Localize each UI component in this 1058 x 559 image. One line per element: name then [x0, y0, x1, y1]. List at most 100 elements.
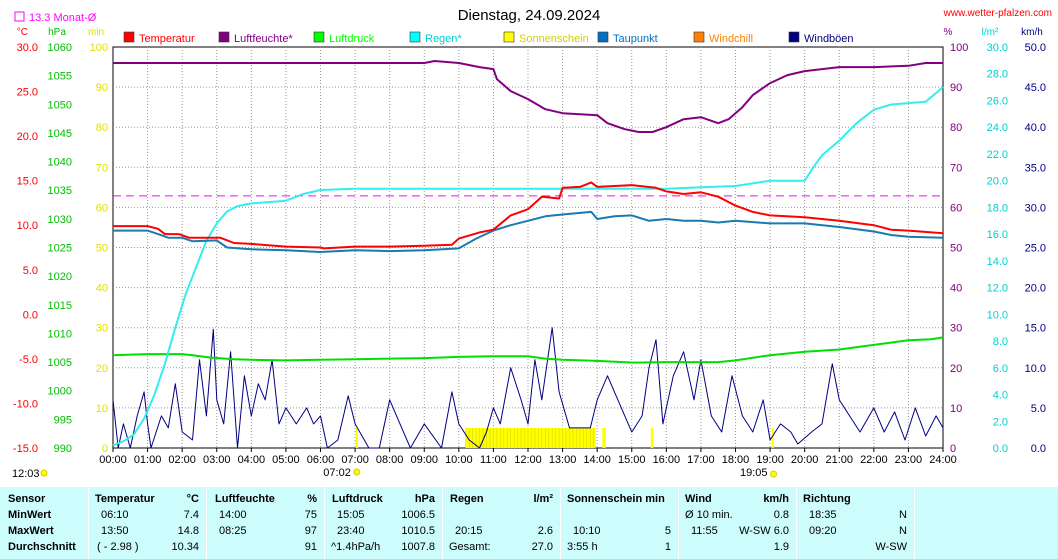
wind-avg-value: 1.9 [773, 541, 789, 553]
legend-swatch [693, 31, 705, 43]
legend-label: Regen* [425, 33, 462, 45]
min-tick-label: 60 [96, 202, 108, 214]
hpa-unit: hPa [48, 27, 66, 38]
temp-trend: ( - 2.98 ) [97, 541, 139, 553]
rain-tick-label: 16.0 [987, 229, 1008, 241]
rain-header: Regen [450, 493, 484, 505]
hpa-tick-label: 1005 [48, 357, 72, 369]
dir-min-time: 18:35 [809, 509, 837, 521]
sun-header: Sonnenschein min [567, 493, 665, 505]
hpa-tick-label: 1015 [48, 300, 72, 312]
temp-max-time: 13:50 [101, 525, 129, 537]
temp-min-value: 7.4 [183, 509, 199, 521]
min-tick-label: 100 [90, 42, 108, 54]
rain-tick-label: 30.0 [987, 42, 1008, 54]
legend-label: Temperatur [139, 33, 195, 45]
row-label-max: MaxWert [8, 525, 54, 537]
sensor-header: Sensor [8, 493, 46, 505]
dir-avg-value: W-SW [875, 541, 907, 553]
sun-max-time: 10:10 [573, 525, 601, 537]
temp-tick-label: 30.0 [17, 42, 38, 54]
dir-max-value: N [899, 525, 907, 537]
table-spacer [914, 487, 1058, 559]
pct-tick-label: 90 [950, 82, 962, 94]
wind-max-time: 11:55 [691, 525, 718, 537]
sunset-icon [770, 470, 778, 478]
monthly-avg-marker [14, 11, 25, 22]
x-tick-label: 05:00 [272, 454, 300, 466]
wind-tick-label: 10.0 [1025, 363, 1046, 375]
dir-header: Richtung [803, 493, 851, 505]
temperature-column: Temperatur °C 06:10 7.4 13:50 14.8 ( - 2… [88, 487, 205, 559]
x-tick-label: 00:00 [99, 454, 127, 466]
legend-label: Luftdruck [329, 33, 375, 45]
sunshine-column: Sonnenschein min 10:10 5 3:55 h 1 [560, 487, 677, 559]
sun-avg-value: 1 [664, 541, 671, 553]
x-tick-label: 02:00 [168, 454, 196, 466]
hpa-tick-label: 1045 [48, 128, 72, 140]
series-line-taupunkt [113, 210, 944, 253]
legend-label: Windchill [709, 33, 753, 45]
temp-header: Temperatur [95, 493, 155, 505]
x-tick-label: 04:00 [238, 454, 266, 466]
rain-tick-label: 6.0 [993, 363, 1008, 375]
hpa-tick-label: 1010 [48, 328, 72, 340]
min-tick-label: 80 [96, 122, 108, 134]
legend-swatch [313, 31, 325, 43]
rain-total-label: Gesamt: [449, 541, 491, 553]
rain-tick-label: 26.0 [987, 95, 1008, 107]
rain-unit: l/m² [533, 493, 553, 505]
hpa-tick-label: 1020 [48, 271, 72, 283]
press-header: Luftdruck [332, 493, 383, 505]
wind-tick-label: 5.0 [1031, 403, 1046, 415]
x-tick-label: 03:00 [203, 454, 231, 466]
hpa-tick-label: 1060 [48, 42, 72, 54]
legend-label: Taupunkt [613, 33, 658, 45]
hum-max-value: 97 [304, 525, 317, 537]
wind-tick-label: 40.0 [1025, 122, 1046, 134]
rain-tick-label: 24.0 [987, 122, 1008, 134]
press-avg-value: 1007.8 [401, 541, 435, 553]
rain-tick-label: 14.0 [987, 256, 1008, 268]
pct-tick-label: 70 [950, 162, 962, 174]
rain-tick-label: 8.0 [993, 336, 1008, 348]
legend-label: Luftfeuchte* [234, 33, 293, 45]
hpa-tick-label: 990 [54, 443, 72, 455]
wind-tick-label: 0.0 [1031, 443, 1046, 455]
temp-tick-label: 10.0 [17, 220, 38, 232]
hpa-tick-label: 995 [54, 414, 72, 426]
rain-tick-label: 18.0 [987, 202, 1008, 214]
hpa-tick-label: 1040 [48, 157, 72, 169]
temp-tick-label: 0.0 [23, 309, 38, 321]
sunshine-bar [355, 428, 358, 448]
x-tick-label: 15:00 [618, 454, 646, 466]
min-unit: min [88, 27, 104, 38]
hum-unit: % [307, 493, 317, 505]
x-tick-label: 19:00 [756, 454, 784, 466]
series-line-luftfeuchte [113, 60, 943, 133]
wind-tick-label: 30.0 [1025, 202, 1046, 214]
rain-max-value: 2.6 [537, 525, 553, 537]
wind-header: Wind [685, 493, 712, 505]
series-line-luftdruck [112, 336, 944, 364]
x-tick-label: 09:00 [410, 454, 438, 466]
temp-max-value: 14.8 [177, 525, 199, 537]
press-unit: hPa [414, 493, 435, 505]
sunrise-icon [353, 468, 361, 476]
min-tick-label: 90 [96, 82, 108, 94]
temp-tick-label: -10.0 [13, 398, 38, 410]
min-tick-label: 0 [102, 443, 108, 455]
sensor-column: Sensor MinWert MaxWert Durchschnitt [0, 487, 86, 559]
legend-swatch [788, 31, 800, 43]
temp-tick-label: 15.0 [17, 176, 38, 188]
x-tick-label: 23:00 [895, 454, 923, 466]
rain-max-time: 20:15 [455, 525, 483, 537]
x-tick-label: 13:00 [549, 454, 577, 466]
x-tick-label: 10:00 [445, 454, 473, 466]
direction-column: Richtung 18:35 N 09:20 N W-SW [796, 487, 913, 559]
pct-tick-label: 20 [950, 363, 962, 375]
site-url: www.wetter-pfalzen.com [943, 8, 1052, 19]
x-tick-label: 22:00 [860, 454, 888, 466]
rain-unit: l/m² [982, 27, 999, 38]
wind-min-value: 0.8 [773, 509, 789, 521]
